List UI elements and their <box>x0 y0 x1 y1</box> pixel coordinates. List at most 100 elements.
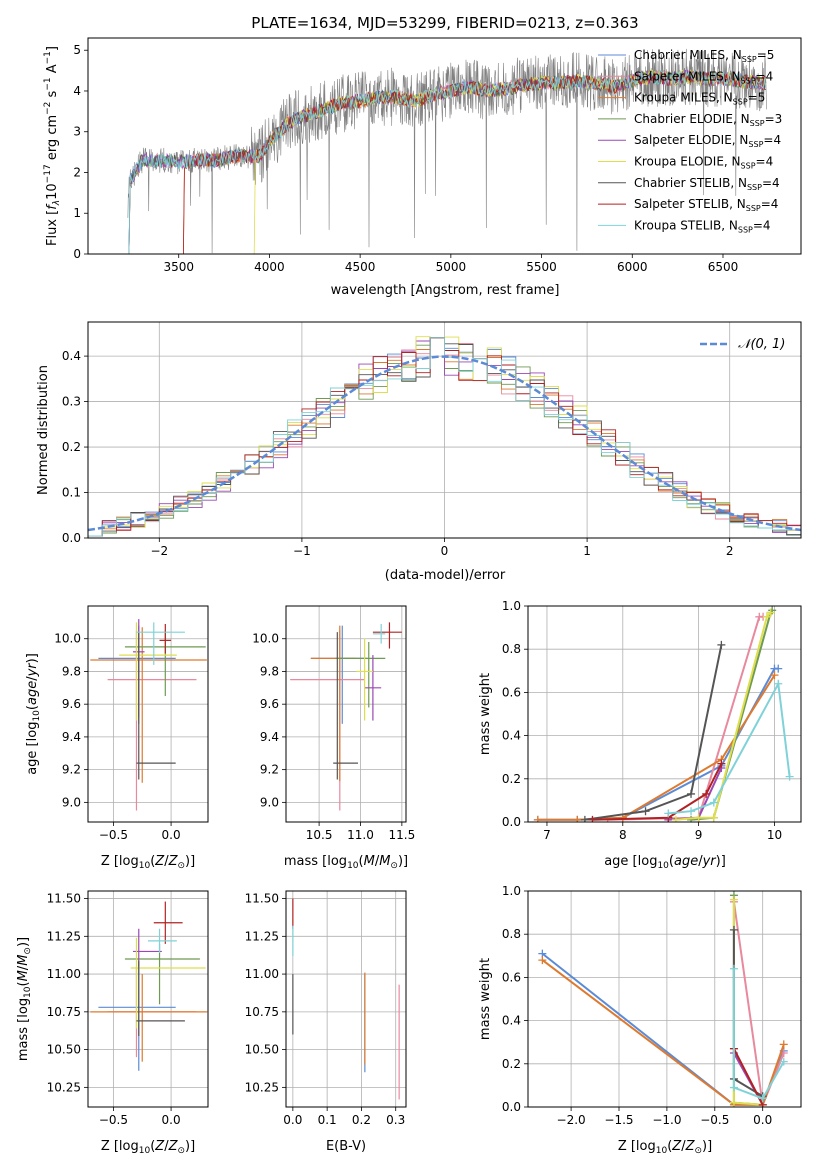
weight-marker <box>729 1098 738 1107</box>
weight-marker <box>729 895 738 904</box>
weight-marker <box>709 813 718 822</box>
residual-legend: 𝒩(0, 1) <box>700 337 785 352</box>
y-tick-label: 0.6 <box>502 970 521 984</box>
errorbar-group <box>90 901 207 1071</box>
y-tick-label: 10.25 <box>47 1080 81 1094</box>
y-tick-label: 9.2 <box>62 763 81 777</box>
x-tick-label: 6500 <box>708 260 739 274</box>
x-tick-label: −2.0 <box>557 1113 586 1127</box>
legend-subscript: SSP <box>742 55 757 64</box>
y-tick-label: 10.50 <box>47 1043 81 1057</box>
weight-marker <box>687 807 696 816</box>
x-tick-label: 0.0 <box>283 1113 302 1127</box>
spectrum-legend: Chabrier MILES, NSSP=5 Salpeter MILES, NS… <box>598 48 782 234</box>
y-tick-label: 9.0 <box>62 795 81 809</box>
x-tick-label: 3500 <box>163 260 194 274</box>
legend-tail: =5 <box>757 48 775 62</box>
x-tick-label: −1.5 <box>604 1113 633 1127</box>
residual-xlabel: (data-model)/error <box>385 568 506 583</box>
histogram-group <box>88 336 801 537</box>
legend-tail: =4 <box>763 133 781 147</box>
x-tick-label: −0.5 <box>99 1113 128 1127</box>
y-tick-label: 10.75 <box>47 1005 81 1019</box>
y-tick-label: 0.1 <box>62 486 81 500</box>
weight-vs-age-ylabel: mass weight <box>478 673 493 755</box>
y-tick-label: 4 <box>73 84 81 98</box>
gaussian-curve <box>88 355 801 532</box>
weight-vs-z-xlabel: Z [log10(Z/Z⊙)] <box>618 1139 712 1156</box>
weight-marker <box>779 1040 788 1049</box>
weight-vs-age-panel: 7 8 9 10 0.0 0.2 0.4 0.6 0.8 1.0 age [log10(age/y… <box>478 599 802 871</box>
weight-vs-age-frame <box>527 605 802 823</box>
errorbar-group <box>290 622 402 811</box>
y-tick-label: 11.25 <box>47 929 81 943</box>
weight-marker <box>588 815 597 822</box>
mass-vs-z-panel: −0.5 0.0 10.25 10.50 10.75 11.00 11.25 11.50 Z … <box>16 890 209 1156</box>
legend-subscript: SSP <box>748 140 763 149</box>
weight-series-group <box>538 891 788 1107</box>
weight-marker <box>766 608 775 617</box>
weight-marker <box>687 815 696 822</box>
legend-subscript: SSP <box>750 119 765 128</box>
legend-subscript: SSP <box>746 204 761 213</box>
legend-subscript: SSP <box>741 76 756 85</box>
mass-vs-ebv-frame <box>285 890 407 1108</box>
y-tick-label: 1.0 <box>502 599 521 613</box>
legend-tail: =4 <box>761 197 779 211</box>
y-tick-label: 11.00 <box>245 967 279 981</box>
x-tick-label: −0.5 <box>99 828 128 842</box>
x-tick-label: 0.2 <box>352 1113 371 1127</box>
legend-gaussian-label: 𝒩(0, 1) <box>738 337 785 352</box>
weight-vs-age-xlabel: age [log10(age/yr)] <box>604 854 726 871</box>
x-tick-label: 6000 <box>617 260 648 274</box>
y-tick-label: 9.4 <box>62 730 81 744</box>
weight-marker <box>717 759 726 768</box>
mass-vs-z-xlabel: Z [log10(Z/Z⊙)] <box>101 1139 195 1156</box>
y-tick-label: 0 <box>73 247 81 261</box>
legend-label: Chabrier ELODIE, NSSP=3 <box>634 112 782 128</box>
weight-marker <box>573 815 582 822</box>
age-vs-mass-xlabel: mass [log10(M/M⊙)] <box>284 854 408 871</box>
y-tick-label: 9.8 <box>62 664 81 678</box>
y-tick-label: 11.25 <box>245 929 279 943</box>
weight-series-line <box>541 959 785 1106</box>
y-tick-label: 10.75 <box>245 1005 279 1019</box>
y-tick-label: 11.00 <box>47 967 81 981</box>
x-tick-label: 7 <box>543 828 551 842</box>
y-tick-label: 9.0 <box>260 795 279 809</box>
y-tick-label: 9.6 <box>260 697 279 711</box>
y-tick-label: 9.4 <box>260 730 279 744</box>
x-tick-label: 0.0 <box>753 1113 772 1127</box>
weight-marker <box>702 789 711 798</box>
legend-label: Salpeter ELODIE, NSSP=4 <box>634 133 781 149</box>
y-tick-label: 10.0 <box>54 632 81 646</box>
legend-tail: =5 <box>748 91 766 105</box>
legend-tail: =3 <box>765 112 783 126</box>
y-tick-label: 0.0 <box>62 531 81 545</box>
x-tick-label: 5500 <box>526 260 557 274</box>
x-tick-label: 2 <box>726 544 734 558</box>
mass-vs-ebv-panel: 0.0 0.1 0.2 0.3 10.25 10.50 10.75 11.00 11.25 11.… <box>245 890 407 1154</box>
x-tick-label: 10.5 <box>306 828 333 842</box>
residual-ylabel: Normed distribution <box>36 365 51 495</box>
age-vs-mass-frame <box>285 605 407 823</box>
legend-tail: =4 <box>762 176 780 190</box>
weight-series-line <box>541 952 785 1106</box>
weight-marker <box>729 925 738 934</box>
x-tick-label: −1 <box>293 544 311 558</box>
y-tick-label: 10.0 <box>252 632 279 646</box>
weight-marker <box>717 640 726 649</box>
weight-marker <box>671 815 680 822</box>
x-tick-label: 1 <box>583 544 591 558</box>
x-tick-label: 11.5 <box>389 828 416 842</box>
spectrum-ylabel: Flux [fλ10−17 erg cm−2 s−1 A−1] <box>43 46 62 246</box>
y-tick-label: 0.0 <box>502 815 521 829</box>
weight-marker <box>770 671 779 680</box>
weight-series-line <box>584 644 723 821</box>
y-tick-label: 0.6 <box>502 685 521 699</box>
weight-series-line <box>537 674 776 821</box>
y-tick-label: 2 <box>73 165 81 179</box>
y-tick-label: 11.50 <box>47 892 81 906</box>
y-tick-label: 1 <box>73 206 81 220</box>
